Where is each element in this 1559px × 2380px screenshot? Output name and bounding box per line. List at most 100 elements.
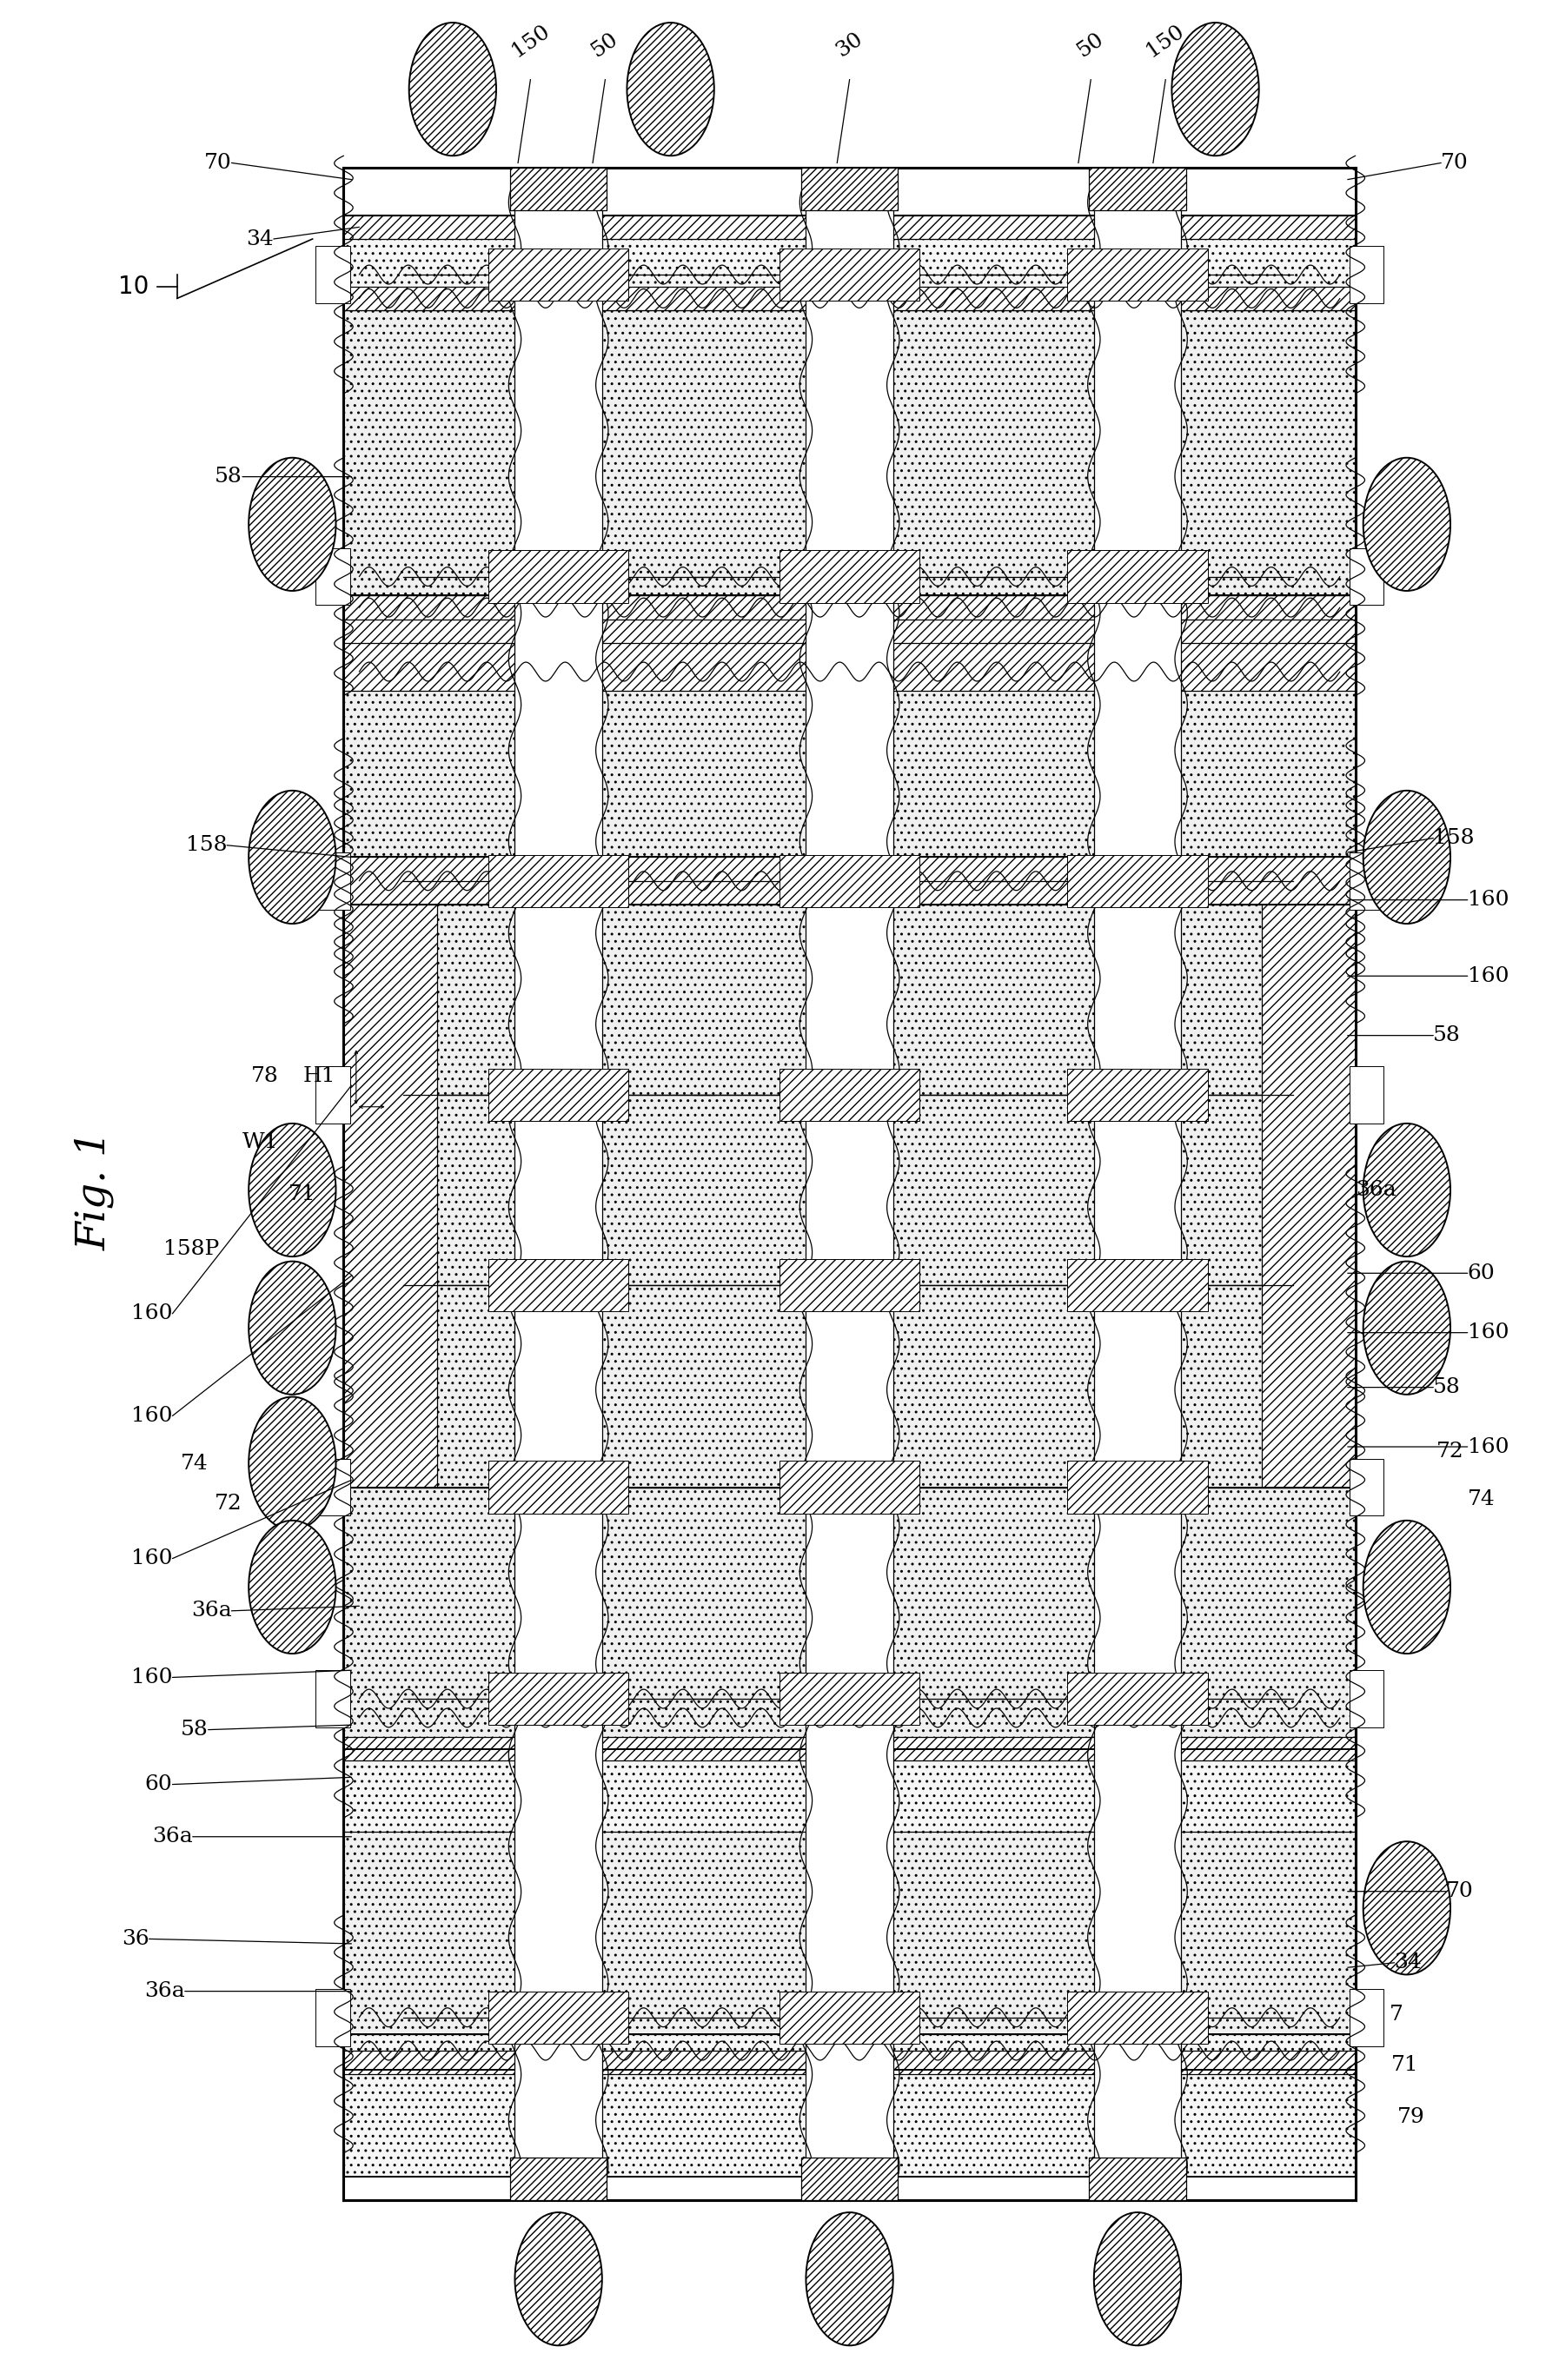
Text: 58: 58 [1433, 1378, 1461, 1397]
Text: 78: 78 [251, 1066, 278, 1085]
Bar [1349, 1671, 1383, 1728]
Text: 72: 72 [215, 1495, 243, 1514]
Bar [780, 1069, 920, 1121]
Bar [315, 852, 349, 909]
Bar [1094, 178, 1182, 2190]
Bar [1349, 1990, 1383, 2047]
Bar [437, 1095, 1263, 1285]
Text: 70: 70 [1445, 1883, 1473, 1902]
Bar [343, 1488, 1355, 1749]
Text: 160: 160 [131, 1549, 173, 1568]
Circle shape [514, 2213, 602, 2347]
Bar [488, 1673, 628, 1726]
Bar [343, 690, 1355, 857]
Text: 160: 160 [1467, 1438, 1509, 1457]
Bar [1090, 167, 1186, 209]
Bar [1349, 1459, 1383, 1516]
Bar [801, 167, 898, 209]
Bar [1068, 1069, 1208, 1121]
Bar [1068, 854, 1208, 907]
Bar [437, 904, 1263, 1095]
Bar [780, 1259, 920, 1311]
Bar [343, 595, 1355, 904]
Circle shape [806, 2213, 893, 2347]
Text: 10: 10 [118, 274, 150, 298]
Bar [488, 1461, 628, 1514]
Bar [780, 1673, 920, 1726]
Text: 74: 74 [1467, 1490, 1495, 1509]
Text: 160: 160 [131, 1668, 173, 1687]
Text: 160: 160 [1467, 966, 1509, 985]
Bar [801, 2159, 898, 2202]
Text: 58: 58 [181, 1721, 209, 1740]
Bar [437, 1285, 1263, 1488]
Bar [315, 547, 349, 605]
Bar [315, 1066, 349, 1123]
Circle shape [1363, 1842, 1450, 1975]
Bar [315, 245, 349, 302]
Text: 70: 70 [204, 152, 232, 174]
Bar [1068, 1259, 1208, 1311]
Text: 7: 7 [1389, 2004, 1403, 2025]
Text: 60: 60 [145, 1775, 173, 1795]
Bar [1349, 1066, 1383, 1123]
Text: 60: 60 [1467, 1264, 1495, 1283]
Circle shape [249, 1123, 335, 1257]
Bar [780, 1461, 920, 1514]
Bar [780, 550, 920, 602]
Bar [1068, 1673, 1208, 1726]
Bar [488, 1069, 628, 1121]
Text: 71: 71 [288, 1185, 315, 1204]
Circle shape [1363, 1521, 1450, 1654]
Text: 79: 79 [1397, 2106, 1425, 2128]
Bar [343, 214, 1355, 238]
Bar [488, 1259, 628, 1311]
Text: 158: 158 [1433, 828, 1475, 847]
Bar [343, 167, 1355, 214]
Circle shape [249, 457, 335, 590]
Text: 36a: 36a [153, 1828, 193, 1847]
Bar [1068, 1992, 1208, 2044]
Text: 36a: 36a [1355, 1180, 1395, 1200]
Circle shape [1094, 2213, 1182, 2347]
Circle shape [627, 21, 714, 155]
Circle shape [1172, 21, 1260, 155]
Text: 50: 50 [1074, 29, 1108, 60]
Text: 158P: 158P [164, 1240, 220, 1259]
Bar [1068, 1461, 1208, 1514]
Text: 30: 30 [833, 29, 867, 60]
Bar [780, 248, 920, 300]
Bar [488, 550, 628, 602]
Circle shape [249, 1261, 335, 1395]
Text: 50: 50 [588, 29, 622, 60]
Bar [510, 167, 606, 209]
Text: 58: 58 [215, 466, 243, 488]
Bar [1349, 852, 1383, 909]
Text: 70: 70 [1441, 152, 1469, 174]
Bar [315, 1990, 349, 2047]
Bar [488, 248, 628, 300]
Bar [1068, 248, 1208, 300]
Text: 160: 160 [131, 1407, 173, 1426]
Bar [343, 2178, 1355, 2202]
Text: 158: 158 [186, 835, 228, 854]
Bar [343, 904, 1355, 1488]
Text: Fig. 1: Fig. 1 [75, 1130, 114, 1250]
Text: 71: 71 [1391, 2054, 1419, 2075]
Bar [343, 2052, 1355, 2075]
Text: 72: 72 [1436, 1442, 1464, 1461]
Circle shape [249, 1397, 335, 1530]
Text: 150: 150 [508, 21, 553, 60]
Text: 160: 160 [1467, 890, 1509, 909]
Bar [343, 1737, 1355, 1761]
Text: 34: 34 [246, 228, 274, 250]
Bar [343, 309, 1355, 595]
Text: 160: 160 [131, 1304, 173, 1323]
Circle shape [1363, 790, 1450, 923]
Circle shape [249, 790, 335, 923]
Bar [780, 1992, 920, 2044]
Bar [488, 1992, 628, 2044]
Bar [315, 1459, 349, 1516]
Circle shape [249, 1521, 335, 1654]
Text: 36a: 36a [145, 1980, 186, 2002]
